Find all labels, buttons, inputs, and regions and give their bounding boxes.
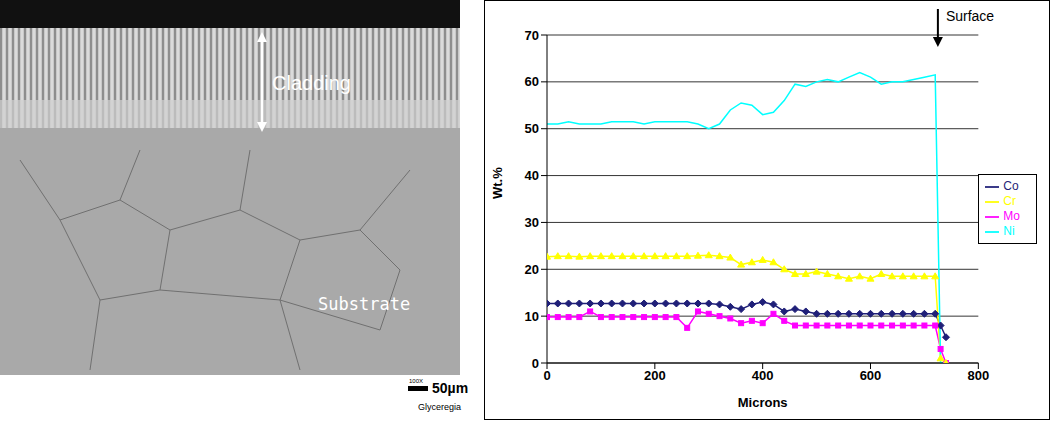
svg-text:200: 200 xyxy=(644,368,666,383)
svg-text:800: 800 xyxy=(967,368,989,383)
svg-text:Surface: Surface xyxy=(946,8,994,24)
svg-text:Cladding: Cladding xyxy=(272,72,351,94)
svg-text:Microns: Microns xyxy=(738,395,788,410)
svg-text:Glyceregia: Glyceregia xyxy=(418,402,461,412)
svg-text:400: 400 xyxy=(752,368,774,383)
svg-text:0: 0 xyxy=(532,356,539,371)
svg-text:70: 70 xyxy=(525,28,539,43)
svg-text:10: 10 xyxy=(525,309,539,324)
html-text:Co: Co xyxy=(1003,179,1019,194)
html-text:Ni: Ni xyxy=(1003,223,1015,238)
svg-text:600: 600 xyxy=(860,368,882,383)
svg-text:Substrate: Substrate xyxy=(318,294,410,314)
svg-text:50µm: 50µm xyxy=(432,380,468,396)
svg-text:60: 60 xyxy=(525,74,539,89)
svg-text:100X: 100X xyxy=(409,378,423,384)
svg-text:50: 50 xyxy=(525,121,539,136)
svg-text:40: 40 xyxy=(525,168,539,183)
html-text:Mo: Mo xyxy=(1003,209,1020,223)
svg-text:Wt.%: Wt.% xyxy=(490,167,505,199)
svg-text:20: 20 xyxy=(525,262,539,277)
svg-text:0: 0 xyxy=(543,368,550,383)
html-text:Cr: Cr xyxy=(1003,194,1016,209)
svg-text:30: 30 xyxy=(525,215,539,230)
